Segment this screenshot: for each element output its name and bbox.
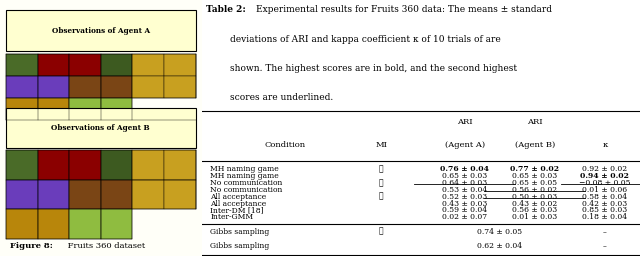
Text: 0.42 ± 0.03: 0.42 ± 0.03 (582, 199, 628, 208)
Text: (Agent B): (Agent B) (515, 141, 555, 149)
Text: MH naming game: MH naming game (211, 172, 279, 180)
FancyBboxPatch shape (6, 108, 196, 148)
Text: ARI: ARI (457, 118, 472, 126)
FancyBboxPatch shape (6, 10, 196, 51)
Text: 0.43 ± 0.03: 0.43 ± 0.03 (442, 199, 487, 208)
Text: deviations of ARI and kappa coefficient κ of 10 trials of are: deviations of ARI and kappa coefficient … (230, 35, 501, 44)
Bar (101, 98, 132, 120)
Text: shown. The highest scores are in bold, and the second highest: shown. The highest scores are in bold, a… (230, 64, 517, 73)
Bar (101, 180, 132, 209)
Text: 0.64 ± 0.03: 0.64 ± 0.03 (442, 179, 487, 187)
Bar (132, 180, 164, 209)
Bar (38, 76, 69, 98)
Bar (69, 54, 100, 76)
Text: κ: κ (602, 141, 607, 149)
Text: Gibbs sampling: Gibbs sampling (211, 242, 269, 250)
Text: 0.01 ± 0.06: 0.01 ± 0.06 (582, 186, 627, 194)
Text: 0.02 ± 0.07: 0.02 ± 0.07 (442, 213, 487, 221)
Text: −0.08 ± 0.05: −0.08 ± 0.05 (579, 179, 630, 187)
Text: Fruits 360 dataset: Fruits 360 dataset (65, 242, 145, 250)
Bar (164, 180, 196, 209)
Bar (6, 180, 38, 209)
Text: –: – (603, 242, 607, 250)
Bar (6, 209, 38, 239)
Bar (69, 209, 100, 239)
Bar (164, 54, 196, 76)
Text: 0.58 ± 0.04: 0.58 ± 0.04 (582, 193, 627, 201)
Bar (6, 98, 38, 120)
Bar (69, 98, 100, 120)
Bar (69, 180, 100, 209)
Bar (6, 54, 38, 76)
Text: 0.50 ± 0.03: 0.50 ± 0.03 (512, 193, 557, 201)
Text: All acceptance: All acceptance (211, 199, 267, 208)
Text: 0.74 ± 0.05: 0.74 ± 0.05 (477, 228, 522, 236)
Text: –: – (603, 228, 607, 236)
Text: MH naming game: MH naming game (211, 165, 279, 173)
Text: 0.92 ± 0.02: 0.92 ± 0.02 (582, 165, 627, 173)
Text: Observations of Agent A: Observations of Agent A (52, 27, 150, 35)
Text: MI: MI (375, 141, 387, 149)
Bar (38, 180, 69, 209)
Text: 0.76 ± 0.04: 0.76 ± 0.04 (440, 165, 489, 173)
Text: 0.65 ± 0.03: 0.65 ± 0.03 (512, 172, 557, 180)
Bar (69, 150, 100, 180)
Bar (69, 76, 100, 98)
Bar (132, 150, 164, 180)
Bar (38, 150, 69, 180)
Text: Figure 8:: Figure 8: (10, 242, 53, 250)
Text: ✓: ✓ (379, 179, 383, 187)
Bar (101, 150, 132, 180)
Text: ARI: ARI (527, 118, 543, 126)
Text: 0.53 ± 0.04: 0.53 ± 0.04 (442, 186, 487, 194)
Text: 0.65 ± 0.05: 0.65 ± 0.05 (512, 179, 557, 187)
Text: 0.56 ± 0.02: 0.56 ± 0.02 (512, 186, 557, 194)
Bar (38, 209, 69, 239)
Bar (101, 54, 132, 76)
Text: 0.52 ± 0.03: 0.52 ± 0.03 (442, 193, 487, 201)
Bar (132, 54, 164, 76)
Text: 0.94 ± 0.02: 0.94 ± 0.02 (580, 172, 629, 180)
Bar (6, 150, 38, 180)
Text: scores are underlined.: scores are underlined. (230, 93, 333, 102)
Text: 0.43 ± 0.02: 0.43 ± 0.02 (512, 199, 557, 208)
Text: 0.85 ± 0.03: 0.85 ± 0.03 (582, 206, 628, 215)
Text: No communication: No communication (211, 186, 283, 194)
Text: Experimental results for Fruits 360 data: The means ± standard: Experimental results for Fruits 360 data… (257, 5, 552, 14)
Text: ✓: ✓ (379, 228, 383, 236)
Text: 0.62 ± 0.04: 0.62 ± 0.04 (477, 242, 522, 250)
Text: No communication: No communication (211, 179, 283, 187)
Text: Gibbs sampling: Gibbs sampling (211, 228, 269, 236)
Bar (101, 209, 132, 239)
Text: All acceptance: All acceptance (211, 193, 267, 201)
Text: 0.56 ± 0.03: 0.56 ± 0.03 (512, 206, 557, 215)
Text: Table 2:: Table 2: (206, 5, 249, 14)
Bar (101, 76, 132, 98)
Text: Inter-DM [18]: Inter-DM [18] (211, 206, 264, 215)
Text: Condition: Condition (264, 141, 305, 149)
Bar (38, 98, 69, 120)
Text: 0.59 ± 0.04: 0.59 ± 0.04 (442, 206, 487, 215)
Bar (38, 54, 69, 76)
Text: 0.77 ± 0.02: 0.77 ± 0.02 (510, 165, 559, 173)
Text: Inter-GMM: Inter-GMM (211, 213, 253, 221)
Text: Observations of Agent B: Observations of Agent B (51, 124, 150, 132)
Bar (6, 76, 38, 98)
Text: ✓: ✓ (379, 193, 383, 201)
Text: 0.65 ± 0.03: 0.65 ± 0.03 (442, 172, 487, 180)
Text: 0.01 ± 0.03: 0.01 ± 0.03 (512, 213, 557, 221)
Text: ✓: ✓ (379, 165, 383, 173)
Bar (164, 76, 196, 98)
Text: (Agent A): (Agent A) (445, 141, 484, 149)
Bar (132, 76, 164, 98)
Text: 0.18 ± 0.04: 0.18 ± 0.04 (582, 213, 627, 221)
Bar (164, 150, 196, 180)
